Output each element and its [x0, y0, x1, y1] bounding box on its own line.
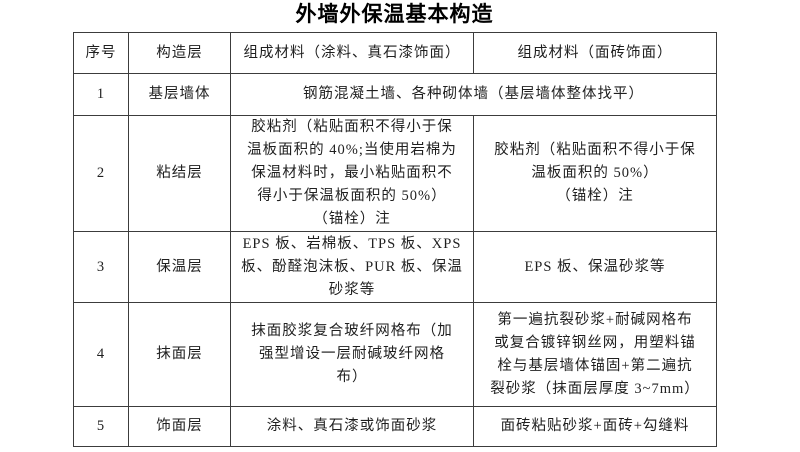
brick-materials-cell: 第一遍抗裂砂浆+耐碱网格布 或复合镀锌钢丝网，用塑料锚 栓与基层墙体锚固+第二遍…: [473, 302, 717, 407]
paint-materials-cell: EPS 板、岩棉板、TPS 板、XPS 板、酚醛泡沫板、PUR 板、保温 砂浆等: [230, 231, 474, 303]
layer-name-cell: 抹面层: [128, 302, 231, 407]
brick-materials-cell: 面砖粘贴砂浆+面砖+勾缝料: [473, 406, 717, 447]
brick-materials-cell: EPS 板、保温砂浆等: [473, 231, 717, 303]
layer-name-cell: 粘结层: [128, 115, 231, 232]
paint-materials-cell: 涂料、真石漆或饰面砂浆: [230, 406, 474, 447]
row-seq-cell: 3: [73, 231, 129, 303]
brick-materials-cell: 胶粘剂（粘贴面积不得小于保 温板面积的 50%） （锚栓）注: [473, 115, 717, 232]
header-brick-finish: 组成材料（面砖饰面）: [473, 32, 717, 74]
merged-materials-cell: 钢筋混凝土墙、各种砌体墙（基层墙体整体找平）: [230, 73, 717, 116]
table-row: 3 保温层 EPS 板、岩棉板、TPS 板、XPS 板、酚醛泡沫板、PUR 板、…: [73, 231, 717, 303]
layer-name-cell: 基层墙体: [128, 73, 231, 116]
row-seq-cell: 5: [73, 406, 129, 447]
table-row: 1 基层墙体 钢筋混凝土墙、各种砌体墙（基层墙体整体找平）: [73, 73, 717, 116]
paint-materials-cell: 抹面胶浆复合玻纤网格布（加 强型增设一层耐碱玻纤网格 布）: [230, 302, 474, 407]
layer-name-cell: 饰面层: [128, 406, 231, 447]
layer-name-cell: 保温层: [128, 231, 231, 303]
table-row: 5 饰面层 涂料、真石漆或饰面砂浆 面砖粘贴砂浆+面砖+勾缝料: [73, 406, 717, 447]
header-layer: 构造层: [128, 32, 231, 74]
table-header-row: 序号 构造层 组成材料（涂料、真石漆饰面） 组成材料（面砖饰面）: [73, 32, 717, 74]
row-seq-cell: 2: [73, 115, 129, 232]
header-seq: 序号: [73, 32, 129, 74]
row-seq-cell: 1: [73, 73, 129, 116]
table-row: 4 抹面层 抹面胶浆复合玻纤网格布（加 强型增设一层耐碱玻纤网格 布） 第一遍抗…: [73, 302, 717, 407]
table-row: 2 粘结层 胶粘剂（粘贴面积不得小于保 温板面积的 40%;当使用岩棉为 保温材…: [73, 115, 717, 232]
row-seq-cell: 4: [73, 302, 129, 407]
construction-table: 序号 构造层 组成材料（涂料、真石漆饰面） 组成材料（面砖饰面） 1 基层墙体 …: [73, 32, 717, 447]
paint-materials-cell: 胶粘剂（粘贴面积不得小于保 温板面积的 40%;当使用岩棉为 保温材料时，最小粘…: [230, 115, 474, 232]
page-title: 外墙外保温基本构造: [295, 3, 494, 26]
header-paint-finish: 组成材料（涂料、真石漆饰面）: [230, 32, 474, 74]
